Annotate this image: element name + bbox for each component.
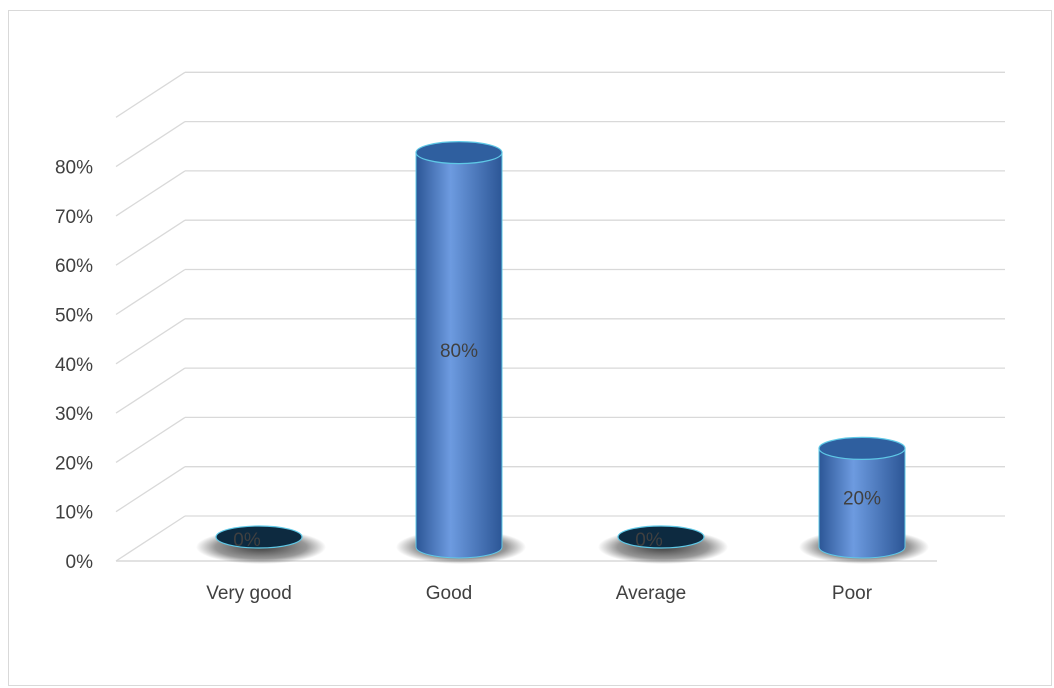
bar-good (396, 141, 526, 564)
data-labels: 0% 80% 0% 20% (233, 341, 881, 551)
bar-body (818, 447, 906, 559)
y-tick-label: 40% (55, 355, 93, 376)
bar-chart: 0% 10% 20% 30% 40% 50% 60% 70% 80% Very good Good… (55, 71, 1005, 604)
gridline-diagonal (115, 121, 186, 168)
data-label: 80% (440, 341, 478, 362)
x-tick-label: Good (426, 583, 472, 604)
bar-empty-disk (617, 525, 705, 549)
y-tick-label: 10% (55, 503, 93, 524)
bars (196, 141, 929, 564)
gridline-diagonal (115, 268, 186, 316)
y-axis-ticks: 0% 10% 20% 30% 40% 50% 60% 70% 80% (55, 158, 93, 573)
y-tick-label: 0% (66, 552, 94, 573)
gridline-diagonal (115, 170, 186, 217)
x-tick-label: Very good (206, 583, 292, 604)
gridline-diagonal (115, 71, 186, 118)
y-tick-label: 80% (55, 158, 93, 179)
gridlines (115, 71, 1005, 517)
bar-poor (799, 436, 929, 564)
x-tick-label: Poor (832, 583, 873, 604)
bar-very-good (196, 525, 326, 564)
floor-edge (115, 515, 186, 562)
bar-empty-disk (215, 525, 303, 549)
y-tick-label: 50% (55, 306, 93, 327)
gridline-diagonal (115, 466, 186, 513)
x-tick-label: Average (616, 583, 686, 604)
bar-body (415, 152, 503, 559)
bar-top-cap (415, 141, 503, 165)
bar-average (598, 525, 728, 564)
gridline-diagonal (115, 219, 186, 266)
chart-area: 0% 10% 20% 30% 40% 50% 60% 70% 80% Very good Good… (8, 10, 1052, 686)
data-label: 0% (233, 530, 261, 551)
bar-top-cap (818, 436, 906, 460)
gridline-diagonal (115, 367, 186, 414)
data-label: 20% (843, 489, 881, 510)
y-tick-label: 30% (55, 404, 93, 425)
x-axis-ticks: Very good Good Average Poor (206, 583, 873, 604)
y-tick-label: 60% (55, 256, 93, 277)
gridline-diagonal (115, 318, 186, 365)
data-label: 0% (635, 530, 663, 551)
y-tick-label: 70% (55, 207, 93, 228)
gridline-diagonal (115, 416, 186, 463)
y-tick-label: 20% (55, 453, 93, 474)
